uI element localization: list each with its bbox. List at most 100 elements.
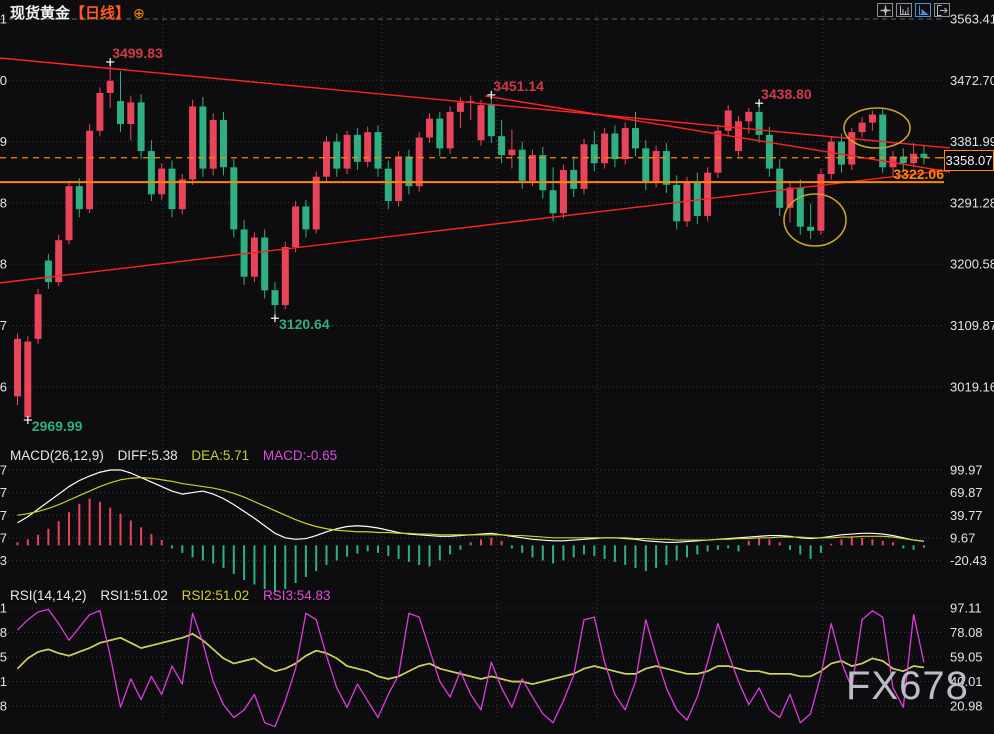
macd-hist-bar <box>644 545 647 571</box>
macd-hist-bar <box>129 520 132 546</box>
macd-hist-bar <box>109 507 112 546</box>
candle-body <box>776 168 784 208</box>
macd-hist-bar <box>294 545 297 584</box>
chart-scale-icon[interactable] <box>896 3 912 17</box>
macd-hist-bar <box>418 545 421 565</box>
chart-title: 现货黄金【日线】 ⊕ <box>10 2 145 23</box>
add-indicator-icon[interactable]: ⊕ <box>133 5 145 21</box>
candle-body <box>364 132 372 162</box>
macd-hist-bar <box>140 527 143 546</box>
highlight-ellipse <box>843 107 911 149</box>
candle-body <box>96 92 104 131</box>
candle-body <box>518 149 526 181</box>
main-axis-label: 3109.87 <box>950 318 994 333</box>
macd-hist-bar <box>552 545 555 564</box>
trendline <box>0 57 951 149</box>
chart-scale-active-icon[interactable] <box>915 3 931 17</box>
macd-hist-bar <box>98 501 101 546</box>
candle-body <box>868 114 876 123</box>
macd-header: MACD(26,12,9) DIFF:5.38 DEA:5.71 MACD:-0… <box>10 448 337 463</box>
macd-hist-bar <box>397 545 400 559</box>
rsi-axis-label: 59.05 <box>950 649 983 664</box>
candle-body <box>446 111 454 149</box>
rsi-header: RSI(14,14,2) RSI1:51.02 RSI2:51.02 RSI3:… <box>10 588 330 603</box>
candle-body <box>456 102 464 112</box>
candle-body <box>292 206 300 248</box>
price-annotation: 3499.83 <box>112 45 163 61</box>
macd-params-label: MACD(26,12,9) <box>10 448 104 463</box>
candle-body <box>529 155 536 181</box>
macd-hist-bar <box>624 545 627 565</box>
rsi-axis-label-left: 59.05 <box>0 649 7 664</box>
macd-hist-bar <box>521 545 524 553</box>
pan-right-icon[interactable] <box>934 3 950 17</box>
macd-hist-bar <box>171 545 173 549</box>
rsi3-value: RSI3:54.83 <box>262 588 331 603</box>
candle-body <box>549 190 557 214</box>
macd-hist-bar <box>613 545 616 562</box>
rsi-axis-label: 78.08 <box>950 625 983 640</box>
candle-body <box>559 169 567 214</box>
candle-body <box>714 130 722 173</box>
candle-body <box>436 118 444 149</box>
macd-hist-bar <box>665 545 668 565</box>
macd-hist-bar <box>902 545 905 549</box>
candle-body <box>827 141 835 175</box>
macd-hist-bar <box>881 540 884 546</box>
rsi-axis-label: 97.11 <box>950 601 982 616</box>
candle-body <box>240 229 248 277</box>
main-axis-label-left: 3563.41 <box>0 12 7 27</box>
rsi-axis-label-left: 78.08 <box>0 625 7 640</box>
macd-axis-label-left: -20.43 <box>0 553 7 568</box>
candle-body <box>838 141 845 165</box>
macd-axis-label: -20.43 <box>950 553 987 568</box>
macd-hist-bar <box>500 540 503 546</box>
move-icon[interactable] <box>877 3 893 17</box>
candle-body <box>333 141 341 169</box>
rsi2-value: RSI2:51.02 <box>181 588 250 603</box>
candle-body <box>745 111 753 122</box>
candle-body <box>147 151 155 195</box>
main-axis-label-left: 3291.28 <box>0 195 7 210</box>
candle-body <box>395 156 403 202</box>
timeframe-label: 【日线】 <box>70 5 131 22</box>
candle-body <box>353 134 361 162</box>
macd-hist-bar <box>686 545 688 558</box>
macd-hist-bar <box>562 545 565 561</box>
candle-body <box>86 130 94 210</box>
candle-body <box>178 179 186 210</box>
rsi-axis-label-left: 40.01 <box>0 674 7 689</box>
rsi2-line <box>17 633 924 685</box>
macd-diff-line <box>17 469 924 543</box>
candle-body <box>24 341 32 418</box>
macd-axis-label-left: 99.97 <box>0 463 7 478</box>
candle-body <box>117 101 124 125</box>
main-axis-label-left: 3200.58 <box>0 257 7 272</box>
macd-hist-bar <box>191 545 194 558</box>
main-axis-label-left: 3019.16 <box>0 379 7 394</box>
candle-body <box>786 187 794 208</box>
support-line-label: 3322.06 <box>893 166 944 182</box>
macd-hist-bar <box>531 545 534 558</box>
candle-body <box>230 167 238 230</box>
candle-body <box>910 153 918 164</box>
candle-body <box>796 187 804 227</box>
macd-hist-bar <box>871 539 874 546</box>
candle-body <box>477 105 485 141</box>
trendline <box>0 169 951 284</box>
macd-hist-bar <box>830 543 833 546</box>
macd-hist-bar <box>181 545 184 553</box>
macd-hist-bar <box>438 545 441 561</box>
candle-body <box>209 119 217 169</box>
candle-body <box>590 144 598 164</box>
macd-hist-bar <box>469 542 472 546</box>
current-price-box: 3358.07 <box>944 150 994 171</box>
candle-body <box>755 111 763 135</box>
macd-hist-bar <box>325 545 328 565</box>
candle-body <box>426 118 433 138</box>
macd-hist-bar <box>922 545 925 548</box>
candle-body <box>662 151 670 185</box>
trendline <box>484 95 951 173</box>
macd-hist-bar <box>892 542 894 546</box>
